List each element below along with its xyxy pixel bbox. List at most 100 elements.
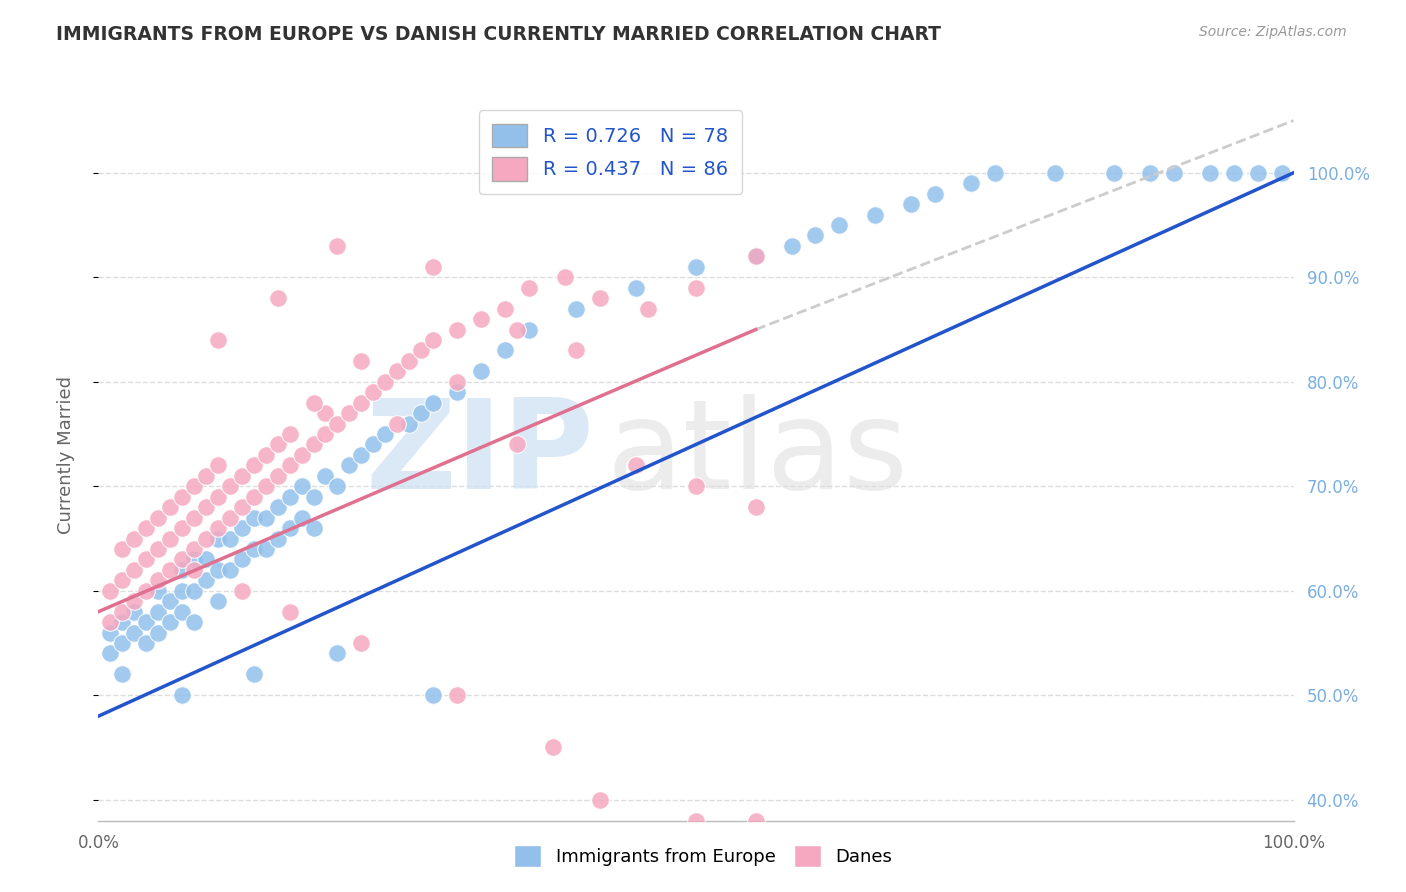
Point [626,458,648,473]
Point [1104,166,1126,180]
Point [159,615,181,629]
Legend: R = 0.726   N = 78, R = 0.437   N = 86: R = 0.726 N = 78, R = 0.437 N = 86 [478,110,741,194]
Point [159,500,181,515]
Point [326,647,349,661]
Point [685,260,707,274]
Point [135,615,157,629]
Point [148,583,170,598]
Point [148,541,170,556]
Point [411,343,433,358]
Point [219,479,242,493]
Point [254,541,277,556]
Point [124,594,146,608]
Point [1043,166,1066,180]
Point [398,354,420,368]
Point [685,479,707,493]
Point [422,688,444,702]
Point [1247,166,1270,180]
Point [254,448,277,462]
Point [124,563,146,577]
Point [98,647,122,661]
Point [207,563,229,577]
Point [183,563,205,577]
Point [446,322,468,336]
Point [350,448,373,462]
Point [159,532,181,546]
Point [267,468,290,483]
Point [446,688,468,702]
Point [339,458,361,473]
Point [326,417,349,431]
Point [207,521,229,535]
Point [135,636,157,650]
Point [111,574,134,588]
Point [517,322,540,336]
Point [446,385,468,400]
Point [804,228,827,243]
Point [350,395,373,409]
Point [278,605,301,619]
Point [159,594,181,608]
Point [207,333,229,347]
Point [172,552,194,566]
Point [267,291,290,305]
Point [302,437,325,451]
Point [207,594,229,608]
Point [195,500,218,515]
Text: Source: ZipAtlas.com: Source: ZipAtlas.com [1199,25,1347,39]
Point [422,395,444,409]
Point [124,625,146,640]
Point [148,625,170,640]
Point [243,510,266,524]
Point [243,667,266,681]
Point [243,490,266,504]
Point [506,437,529,451]
Point [422,260,444,274]
Point [148,574,170,588]
Point [231,500,253,515]
Point [207,532,229,546]
Point [278,458,301,473]
Text: IMMIGRANTS FROM EUROPE VS DANISH CURRENTLY MARRIED CORRELATION CHART: IMMIGRANTS FROM EUROPE VS DANISH CURRENT… [56,25,941,44]
Point [195,574,218,588]
Point [231,521,253,535]
Point [195,468,218,483]
Point [172,490,194,504]
Point [411,406,433,420]
Point [111,615,134,629]
Point [183,583,205,598]
Point [159,563,181,577]
Point [589,793,612,807]
Point [219,563,242,577]
Point [1199,166,1222,180]
Point [984,166,1007,180]
Point [745,500,768,515]
Point [1223,166,1246,180]
Point [183,541,205,556]
Point [124,532,146,546]
Point [291,448,314,462]
Point [385,417,409,431]
Point [135,521,157,535]
Point [278,521,301,535]
Point [267,437,290,451]
Point [637,301,659,316]
Point [291,510,314,524]
Point [231,552,253,566]
Point [135,552,157,566]
Point [626,281,648,295]
Point [374,427,396,442]
Point [1271,166,1294,180]
Point [243,541,266,556]
Point [828,218,851,232]
Point [685,281,707,295]
Point [207,458,229,473]
Y-axis label: Currently Married: Currently Married [56,376,75,534]
Point [135,583,157,598]
Point [780,239,803,253]
Point [865,208,887,222]
Point [111,605,134,619]
Point [291,479,314,493]
Point [195,532,218,546]
Point [267,532,290,546]
